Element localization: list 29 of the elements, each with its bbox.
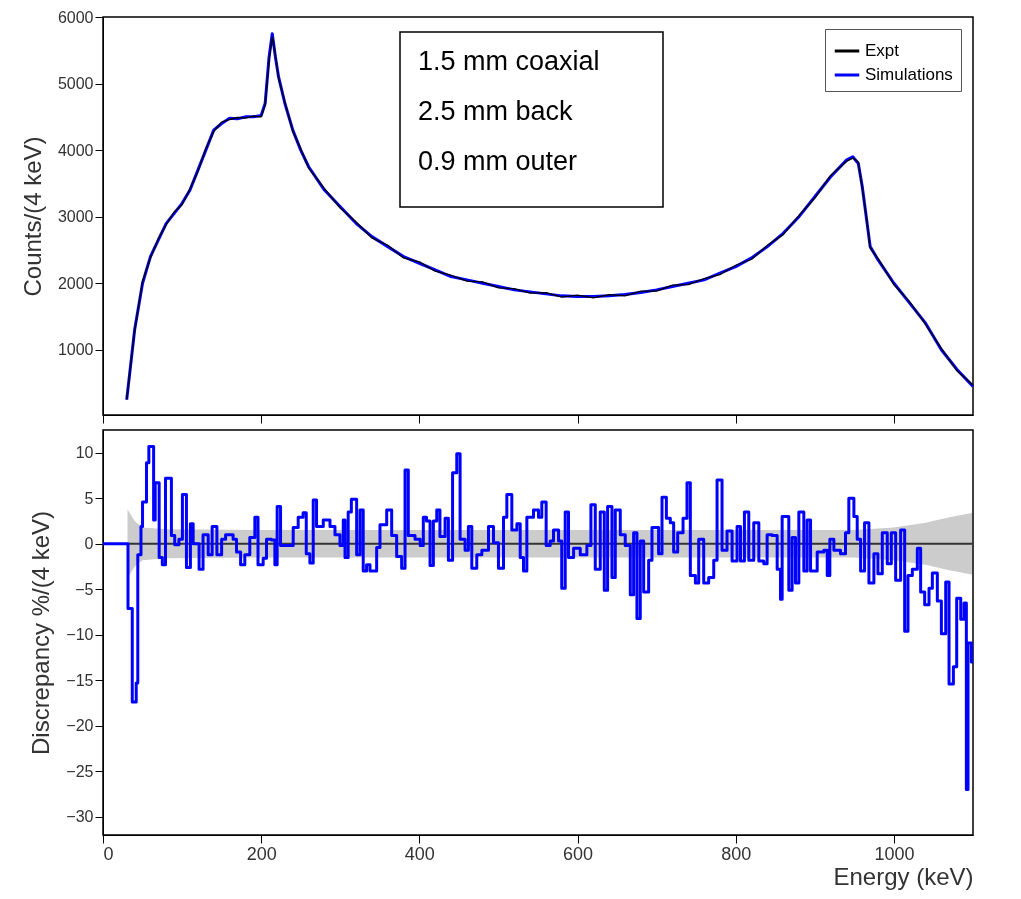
- y-tick-label: −15: [66, 671, 94, 689]
- annotation: 1.5 mm coaxial: [418, 46, 600, 76]
- y-tick-label: 4000: [57, 141, 94, 159]
- x-axis-title: Energy (keV): [833, 862, 974, 890]
- x-tick-label: 0: [103, 843, 114, 864]
- annotation: 2.5 mm back: [418, 96, 574, 126]
- y-tick-label: 5: [84, 489, 94, 507]
- y-axis-title: Counts/(4 keV): [18, 136, 46, 297]
- legend-label: Expt: [865, 41, 900, 60]
- y-tick-label: −5: [75, 580, 94, 598]
- y-tick-label: −10: [66, 626, 94, 644]
- y-tick-label: −20: [66, 717, 94, 735]
- y-tick-label: 1000: [57, 341, 94, 359]
- x-tick-label: 1000: [874, 843, 915, 864]
- y-tick-label: 10: [75, 444, 94, 462]
- annotation: 0.9 mm outer: [418, 146, 578, 176]
- y-axis-title: Discrepancy %/(4 keV): [27, 510, 55, 756]
- x-tick-label: 600: [563, 843, 594, 864]
- y-tick-label: 5000: [57, 75, 94, 93]
- y-tick-label: 6000: [57, 8, 94, 26]
- x-tick-label: 200: [246, 843, 277, 864]
- legend-label: Simulations: [865, 65, 953, 84]
- y-tick-label: 2000: [57, 274, 94, 292]
- x-tick-label: 400: [404, 843, 435, 864]
- y-tick-label: −30: [66, 808, 94, 826]
- y-tick-label: 0: [84, 535, 94, 553]
- x-tick-label: 800: [721, 843, 752, 864]
- y-tick-label: −25: [66, 762, 94, 780]
- y-tick-label: 3000: [57, 208, 94, 226]
